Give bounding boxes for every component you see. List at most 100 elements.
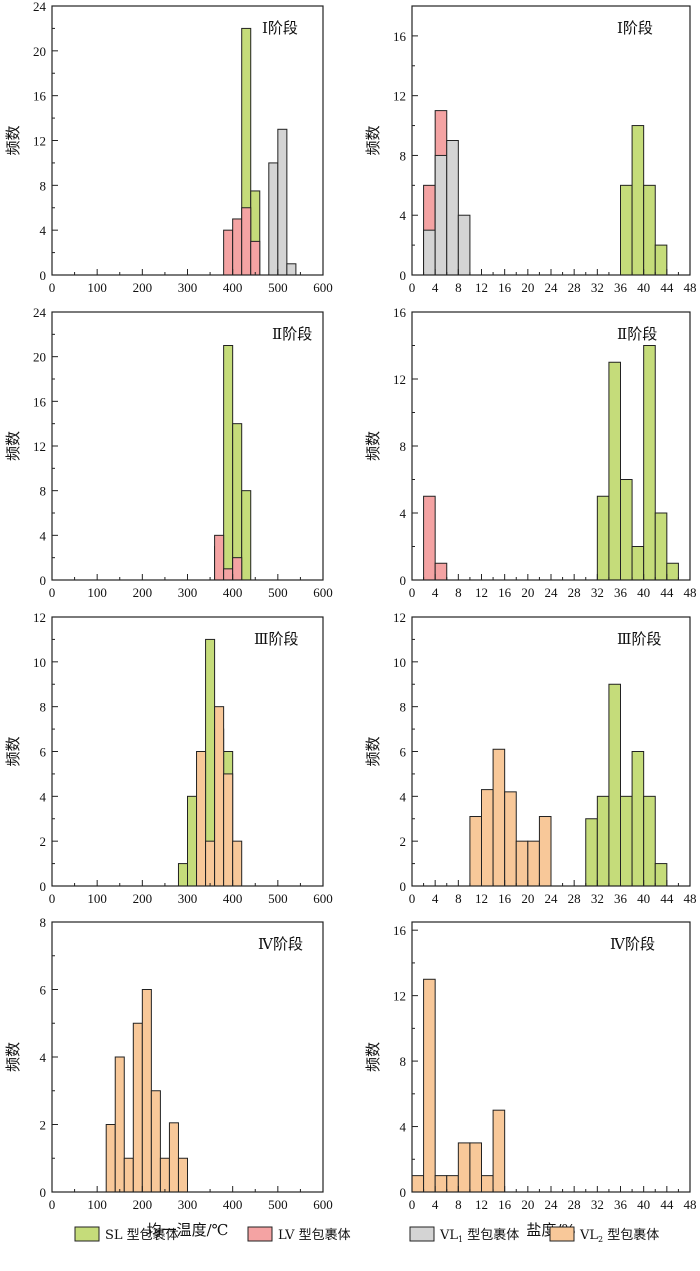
bar-vl2-7 <box>538 816 552 887</box>
legend-swatch-vl2 <box>549 1226 575 1242</box>
bar-vl2-1 <box>469 816 482 887</box>
x-tick-label: 12 <box>475 1197 488 1212</box>
bar-vl2-3 <box>214 706 225 887</box>
bar-lv-1 <box>223 229 234 276</box>
x-tick-label: 40 <box>637 891 650 906</box>
legend-swatch-lv <box>247 1226 273 1242</box>
bar-vl2-5 <box>515 840 529 887</box>
y-axis-title: 频数 <box>4 125 22 155</box>
x-tick-label: 40 <box>637 1197 650 1212</box>
y-tick-label: 8 <box>400 700 407 715</box>
x-tick-label: 200 <box>133 891 153 906</box>
x-tick-label: 20 <box>521 1197 534 1212</box>
y-tick-label: 0 <box>400 573 407 588</box>
bar-sl-5 <box>631 751 645 887</box>
x-tick-label: 12 <box>475 585 488 600</box>
y-tick-label: 6 <box>40 745 47 760</box>
y-tick-label: 12 <box>393 372 406 387</box>
bar-lv-2 <box>232 218 243 276</box>
x-tick-label: 48 <box>684 280 697 295</box>
y-tick-label: 8 <box>400 148 407 163</box>
x-tick-label: 400 <box>223 280 243 295</box>
x-tick-label: 500 <box>268 585 288 600</box>
x-tick-label: 100 <box>87 585 107 600</box>
bar-vl2-6 <box>469 1142 482 1193</box>
bar-vl2-1 <box>411 1175 425 1193</box>
x-tick-label: 44 <box>660 891 674 906</box>
stage-label: Ⅰ阶段 <box>262 19 298 37</box>
legend-label-sl: SL 型包裹体 <box>105 1228 179 1243</box>
y-tick-label: 12 <box>33 439 46 454</box>
x-tick-label: 44 <box>660 1197 674 1212</box>
bar-vl2-3 <box>434 1175 448 1193</box>
x-tick-label: 48 <box>684 585 697 600</box>
x-tick-label: 300 <box>178 280 198 295</box>
bar-sl-2 <box>608 361 622 581</box>
stage-label: Ⅳ阶段 <box>258 935 303 953</box>
y-tick-label: 8 <box>40 700 47 715</box>
y-tick-label: 16 <box>393 29 407 44</box>
x-tick-label: 24 <box>545 585 559 600</box>
bar-vl2-4 <box>446 1175 459 1193</box>
bar-vl1-3 <box>286 263 297 276</box>
x-axis-title: 均一温度/℃ <box>147 1221 229 1239</box>
bar-vl1-4 <box>457 214 471 276</box>
y-tick-label: 20 <box>33 44 46 59</box>
legend-swatch-sl <box>74 1226 100 1242</box>
y-tick-label: 16 <box>393 923 407 938</box>
x-tick-label: 48 <box>684 891 697 906</box>
x-tick-label: 0 <box>49 1197 56 1212</box>
y-tick-label: 8 <box>40 484 47 499</box>
y-tick-label: 0 <box>40 879 47 894</box>
bar-vl2-2 <box>481 789 494 887</box>
y-tick-label: 0 <box>40 573 47 588</box>
bar-sl-2 <box>187 795 198 887</box>
x-tick-label: 28 <box>568 585 581 600</box>
x-tick-label: 0 <box>49 585 56 600</box>
y-tick-label: 8 <box>400 439 407 454</box>
stage-label: Ⅲ阶段 <box>617 630 661 648</box>
bar-sl-3 <box>643 184 656 276</box>
bar-lv-2 <box>434 562 448 581</box>
y-tick-label: 16 <box>393 305 407 320</box>
y-tick-label: 0 <box>400 879 407 894</box>
x-tick-label: 28 <box>568 1197 581 1212</box>
x-tick-label: 200 <box>133 280 153 295</box>
y-tick-label: 4 <box>40 223 47 238</box>
bar-sl-2 <box>631 125 645 276</box>
x-tick-label: 500 <box>268 1197 288 1212</box>
y-tick-label: 12 <box>393 89 406 104</box>
x-tick-label: 0 <box>49 891 56 906</box>
y-tick-label: 16 <box>33 394 47 409</box>
y-tick-label: 6 <box>40 983 47 998</box>
x-tick-label: 32 <box>591 1197 604 1212</box>
y-axis-title: 频数 <box>4 431 22 461</box>
x-tick-label: 300 <box>178 891 198 906</box>
bar-lv-1 <box>214 534 225 581</box>
chart-panel-3: 0 100 200 300 400 500 600 0 4 8 12 16 20 24 频数 Ⅱ阶段 <box>4 305 333 600</box>
bar-lv-2 <box>223 568 234 581</box>
bar-sl-6 <box>643 795 656 887</box>
x-tick-label: 48 <box>684 1197 697 1212</box>
x-tick-label: 0 <box>49 280 56 295</box>
x-tick-label: 100 <box>87 280 107 295</box>
x-tick-label: 32 <box>591 585 604 600</box>
x-tick-label: 100 <box>87 891 107 906</box>
bar-vl2-4 <box>223 773 234 887</box>
bar-vl2-6 <box>527 840 540 887</box>
y-axis-title: 频数 <box>4 1042 22 1072</box>
y-tick-label: 4 <box>40 1050 47 1065</box>
y-axis-title: 频数 <box>364 125 382 155</box>
bar-sl-1 <box>585 818 598 887</box>
y-tick-label: 2 <box>400 834 407 849</box>
y-tick-label: 16 <box>33 89 47 104</box>
legend-label-vl2: VL2 型包裹体 <box>579 1228 659 1244</box>
y-tick-label: 10 <box>33 655 46 670</box>
y-tick-label: 12 <box>33 134 46 149</box>
bar-vl2-8 <box>492 1109 506 1193</box>
bar-lv-3 <box>232 557 243 581</box>
bar-vl1-2 <box>277 128 288 276</box>
x-tick-label: 0 <box>409 585 416 600</box>
